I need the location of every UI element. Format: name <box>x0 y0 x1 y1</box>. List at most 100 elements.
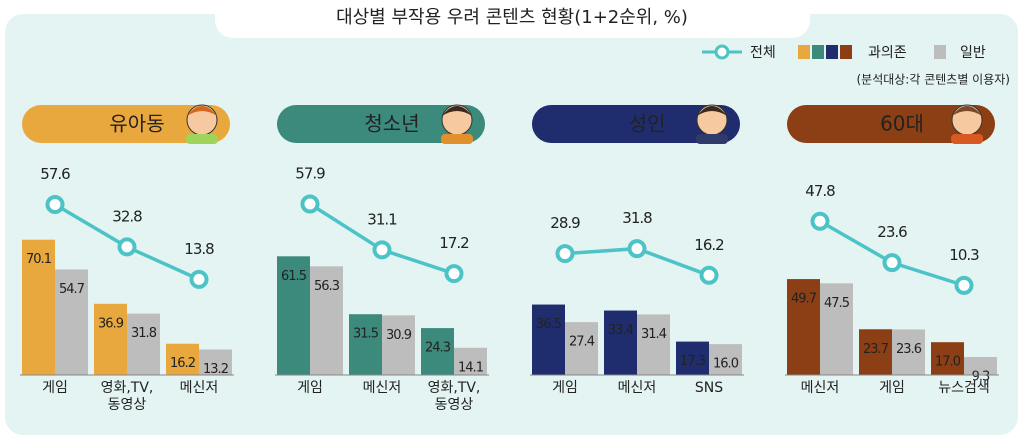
bar <box>964 357 997 375</box>
line-value-label: 23.6 <box>877 223 907 241</box>
avatar-body <box>951 134 983 144</box>
bar-value-label: 36.9 <box>98 316 124 331</box>
group-pill <box>277 105 485 143</box>
bar <box>637 314 670 375</box>
group-pill <box>22 105 230 143</box>
line-value-label: 57.9 <box>295 164 325 182</box>
line-marker <box>882 253 902 273</box>
legend-swatch <box>826 45 838 59</box>
line-marker <box>627 239 647 259</box>
avatar-hair <box>952 106 982 116</box>
group-pill <box>787 105 995 143</box>
x-tick-label: 게임 <box>297 380 323 396</box>
avatar-body <box>696 134 728 144</box>
bar <box>676 341 709 375</box>
line-value-label: 28.9 <box>550 214 580 232</box>
legend-label: 과의존 <box>868 45 907 61</box>
bar <box>532 304 565 375</box>
line-marker <box>45 195 65 215</box>
bar-value-label: 54.7 <box>59 282 85 297</box>
bar-value-label: 56.3 <box>314 279 340 294</box>
bar-value-label: 23.6 <box>896 342 922 357</box>
bar <box>199 349 232 375</box>
x-tick-label: 뉴스검색 <box>938 380 990 396</box>
bar-value-label: 47.5 <box>824 296 850 311</box>
line-marker <box>699 265 719 285</box>
bar <box>55 269 88 375</box>
bar <box>820 283 853 375</box>
avatar-body <box>186 134 218 144</box>
group-title: 유아동 <box>109 112 164 136</box>
x-tick-label: 게임 <box>552 380 578 396</box>
avatar-hair <box>697 106 727 116</box>
bar-value-label: 24.3 <box>425 341 451 356</box>
x-tick-label: 게임 <box>42 380 68 396</box>
title-tab <box>215 0 810 38</box>
x-tick-label: 메신저 <box>363 380 402 396</box>
line-marker <box>300 194 320 214</box>
bar <box>859 329 892 375</box>
legend-label: 일반 <box>960 45 986 61</box>
line-marker <box>117 237 137 257</box>
bar-value-label: 14.1 <box>458 360 484 375</box>
bar-value-label: 36.5 <box>536 317 562 332</box>
line-marker <box>444 264 464 284</box>
bar <box>565 322 598 375</box>
line-value-label: 16.2 <box>694 236 724 254</box>
legend-swatch <box>840 45 852 59</box>
line-value-label: 13.8 <box>184 240 214 258</box>
bar-value-label: 31.5 <box>353 327 379 342</box>
bar-value-label: 9.3 <box>972 370 990 385</box>
bar <box>709 344 742 375</box>
note: (분석대상:각 콘텐츠별 이용자) <box>856 73 1010 87</box>
line-value-label: 32.8 <box>112 207 142 225</box>
bar <box>127 313 160 375</box>
avatar-hair <box>442 106 472 116</box>
line-marker <box>555 244 575 264</box>
x-tick-label: 메신저 <box>180 380 219 396</box>
bar <box>22 239 55 375</box>
bar <box>277 256 310 375</box>
bar <box>310 266 343 375</box>
bar-value-label: 16.0 <box>713 357 739 372</box>
bar-value-label: 49.7 <box>791 292 817 307</box>
page-title: 대상별 부작용 우려 콘텐츠 현황(1+2순위, %) <box>336 7 688 28</box>
bar <box>787 279 820 375</box>
x-tick-label: 영화,TV, 동영상 <box>428 380 481 413</box>
line-marker <box>810 211 830 231</box>
line-value-label: 31.8 <box>622 209 652 227</box>
line-value-label: 47.8 <box>805 182 835 200</box>
legend-swatch <box>798 45 810 59</box>
x-tick-label: 메신저 <box>801 380 840 396</box>
bar-value-label: 31.4 <box>641 327 667 342</box>
bar <box>421 328 454 375</box>
line-value-label: 57.6 <box>40 165 70 183</box>
bar-value-label: 70.1 <box>26 252 52 267</box>
bar <box>931 342 964 375</box>
avatar-body <box>441 134 473 144</box>
group-title: 청소년 <box>364 112 419 136</box>
bar-value-label: 61.5 <box>281 269 307 284</box>
bar-value-label: 17.0 <box>935 355 961 370</box>
x-tick-label: SNS <box>695 380 723 396</box>
bar <box>94 303 127 375</box>
bar <box>166 343 199 375</box>
bar <box>604 310 637 375</box>
x-tick-label: 영화,TV, 동영상 <box>101 380 154 413</box>
avatar-hair <box>187 106 217 116</box>
bar-value-label: 13.2 <box>203 362 228 377</box>
line-value-label: 17.2 <box>439 234 469 252</box>
line-marker <box>372 240 392 260</box>
line-value-label: 31.1 <box>367 210 397 228</box>
legend-label: 전체 <box>750 45 776 61</box>
legend-swatch <box>934 45 946 59</box>
bar <box>454 347 487 375</box>
line-value-label: 10.3 <box>949 246 979 264</box>
line-marker <box>954 275 974 295</box>
bar-value-label: 33.4 <box>608 323 634 338</box>
bar-value-label: 17.3 <box>680 354 706 369</box>
line-marker <box>189 269 209 289</box>
group-title: 60대 <box>880 112 924 136</box>
panel <box>5 14 1018 435</box>
